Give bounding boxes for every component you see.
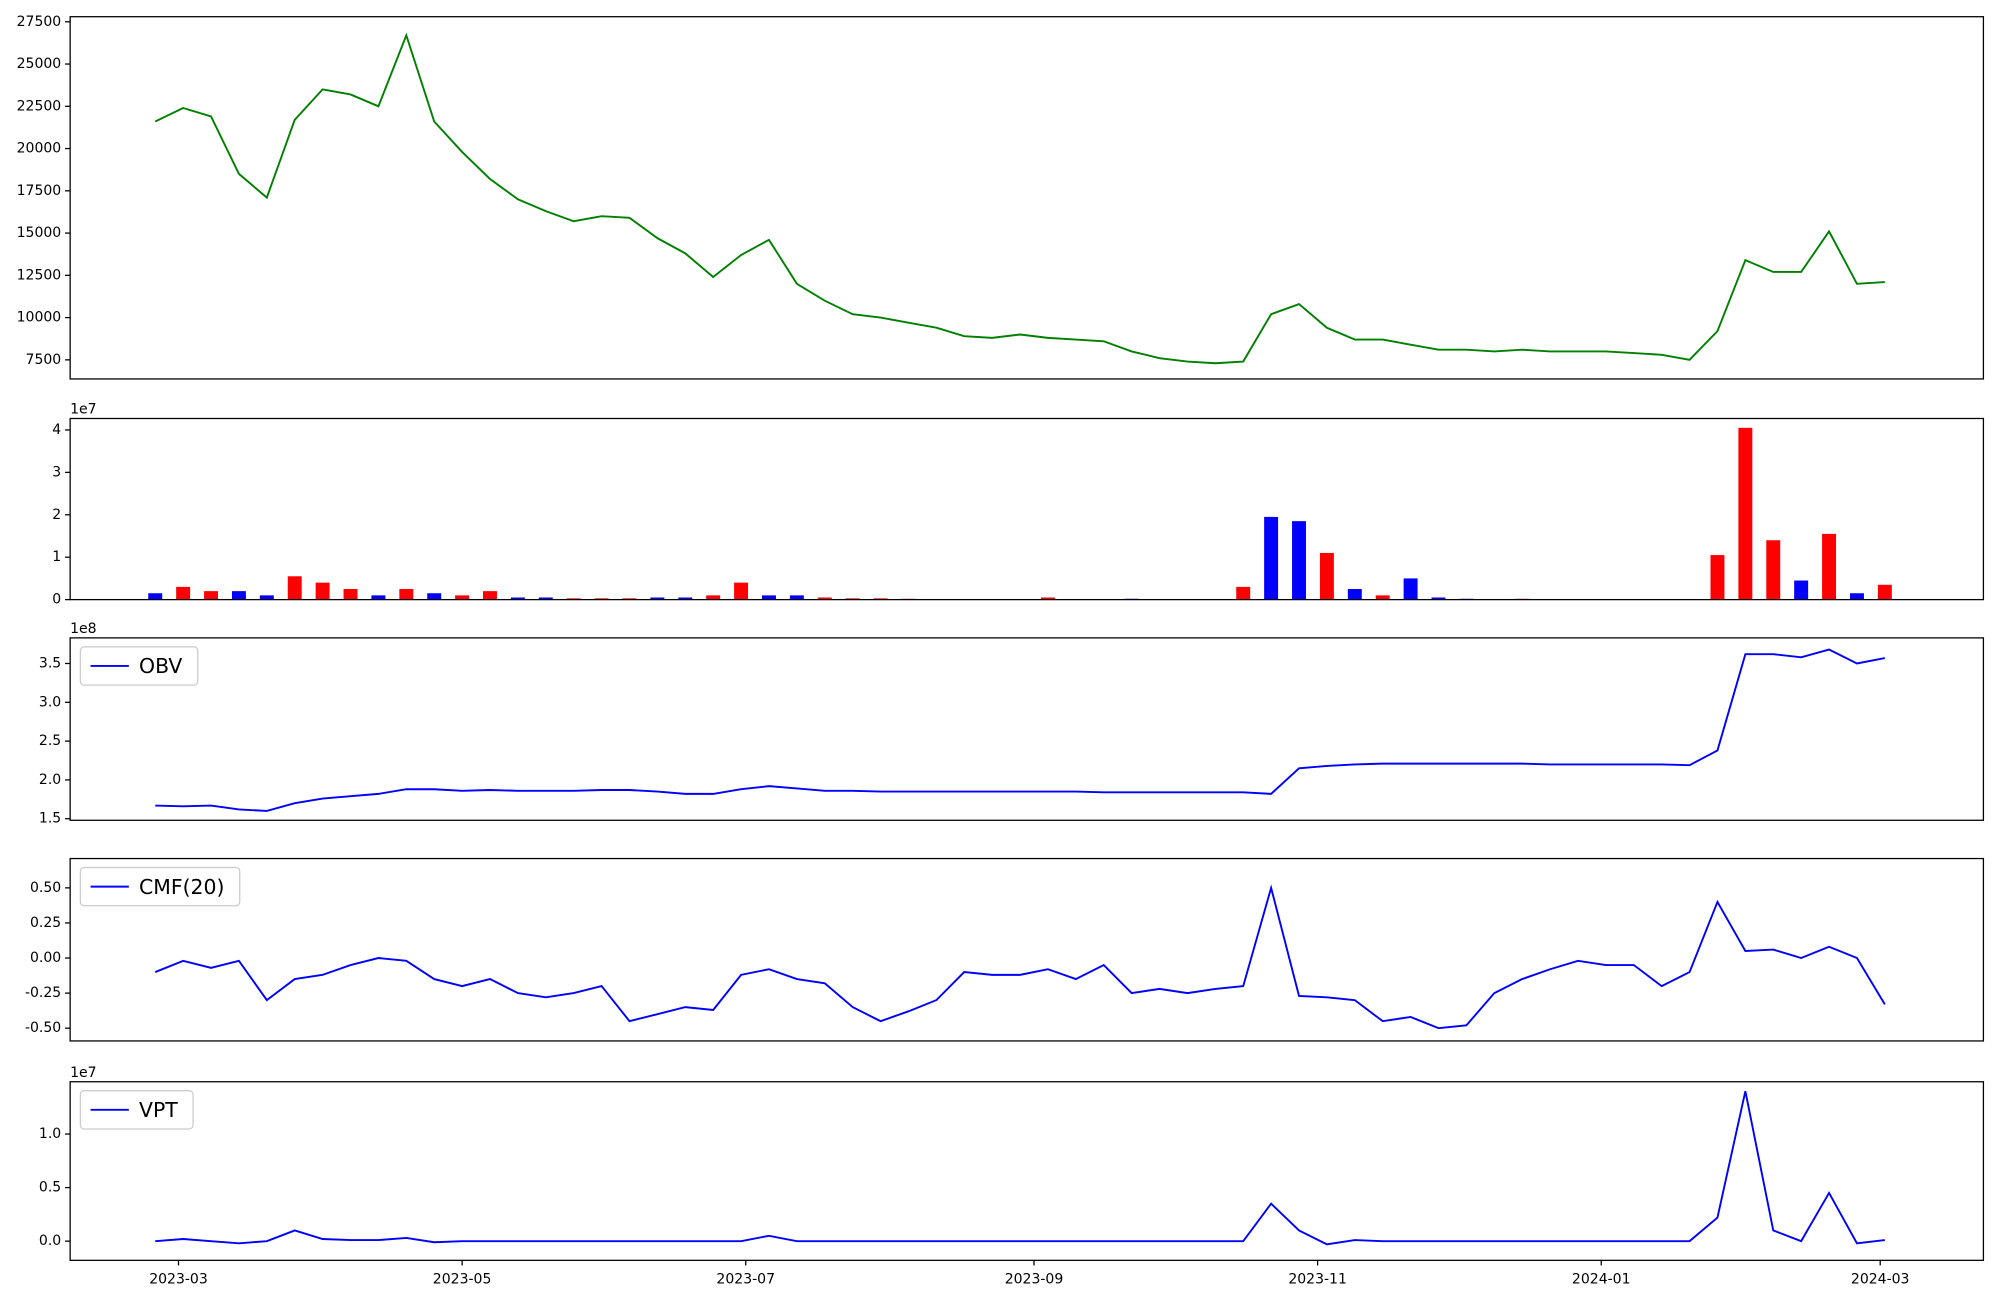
- y-tick-label: 22500: [17, 98, 62, 114]
- x-tick-label: 2023-09: [1005, 1271, 1064, 1287]
- x-tick-label: 2023-05: [433, 1271, 492, 1287]
- bar: [1877, 584, 1892, 600]
- y-tick-label: 12500: [17, 267, 62, 283]
- bar: [734, 582, 749, 600]
- axes-frame: [69, 1081, 1985, 1261]
- offset-label: 1e7: [70, 1065, 96, 1081]
- bar: [1766, 540, 1781, 600]
- y-tick-label: 0.00: [30, 950, 61, 966]
- bar: [231, 591, 246, 600]
- bar: [817, 597, 832, 600]
- bar: [148, 593, 163, 600]
- y-tick-label: 0.0: [39, 1233, 61, 1249]
- bar: [1710, 555, 1725, 600]
- data-line: [154, 884, 1886, 1030]
- y-tick-label: 1.5: [39, 811, 61, 827]
- y-tick-label: 20000: [17, 141, 62, 157]
- bar: [371, 595, 386, 600]
- bar: [1738, 427, 1753, 600]
- y-tick-label: 15000: [17, 225, 62, 241]
- bar: [1375, 595, 1390, 600]
- x-tick-label: 2023-03: [149, 1271, 208, 1287]
- bar: [204, 591, 219, 600]
- bar: [343, 589, 358, 600]
- bar: [678, 597, 693, 600]
- x-tick-label: 2023-11: [1288, 1271, 1347, 1287]
- bar: [1849, 593, 1864, 600]
- bar: [789, 595, 804, 600]
- bar: [1822, 533, 1837, 600]
- y-tick-label: 0.50: [30, 880, 61, 896]
- bar: [455, 595, 470, 600]
- y-tick-label: 3: [52, 464, 61, 480]
- data-line: [155, 648, 1886, 812]
- bar: [1794, 580, 1809, 600]
- legend-label: OBV: [139, 654, 182, 678]
- bar: [1292, 521, 1306, 600]
- y-tick-label: -0.25: [25, 985, 61, 1001]
- y-tick-label: -0.50: [25, 1020, 61, 1036]
- y-tick-label: 3.0: [39, 694, 61, 710]
- bar: [706, 595, 721, 600]
- bar: [761, 595, 776, 600]
- bar: [483, 591, 497, 600]
- legend-box: [79, 866, 241, 907]
- legend-label: CMF(20): [139, 875, 224, 899]
- offset-label: 1e7: [70, 402, 96, 418]
- y-tick-label: 4: [52, 422, 61, 438]
- y-tick-label: 7500: [26, 352, 62, 368]
- y-tick-label: 17500: [17, 183, 62, 199]
- bar: [650, 597, 665, 600]
- bar: [1236, 586, 1251, 600]
- bar: [1347, 589, 1362, 600]
- y-tick-label: 0.5: [39, 1180, 61, 1196]
- y-tick-label: 3.5: [39, 655, 61, 671]
- bar: [315, 582, 330, 600]
- axes-frame: [69, 417, 1985, 601]
- data-line: [154, 32, 1885, 365]
- bar: [1431, 597, 1446, 600]
- y-tick-label: 27500: [17, 14, 62, 30]
- legend-label: VPT: [139, 1098, 178, 1122]
- x-tick-label: 2023-07: [716, 1271, 775, 1287]
- y-tick-label: 2: [52, 507, 61, 523]
- y-tick-label: 1.0: [39, 1126, 61, 1142]
- y-tick-label: 2.0: [39, 772, 61, 788]
- axes-frame: [69, 16, 1985, 380]
- data-line: [155, 1090, 1885, 1246]
- bar: [259, 595, 274, 600]
- y-tick-label: 0.25: [30, 915, 61, 931]
- bar: [510, 597, 525, 600]
- bar: [176, 586, 191, 600]
- bar: [1264, 516, 1279, 600]
- bar: [1319, 552, 1334, 600]
- x-tick-label: 2024-01: [1572, 1271, 1631, 1287]
- legend-box: [79, 1090, 194, 1130]
- offset-label: 1e8: [70, 621, 96, 637]
- bar: [538, 597, 553, 600]
- bar: [427, 593, 442, 600]
- bar: [1403, 578, 1418, 600]
- axes-frame: [69, 857, 1985, 1042]
- axes-frame: [69, 637, 1985, 821]
- y-tick-label: 2.5: [39, 733, 61, 749]
- y-tick-label: 1: [52, 549, 61, 565]
- bar: [1040, 597, 1055, 600]
- y-tick-label: 10000: [17, 310, 62, 326]
- y-tick-label: 0: [52, 592, 61, 608]
- x-tick-label: 2024-03: [1851, 1271, 1910, 1287]
- legend-box: [79, 646, 199, 686]
- bar: [287, 576, 302, 600]
- y-tick-label: 25000: [17, 56, 62, 72]
- bar: [399, 589, 414, 600]
